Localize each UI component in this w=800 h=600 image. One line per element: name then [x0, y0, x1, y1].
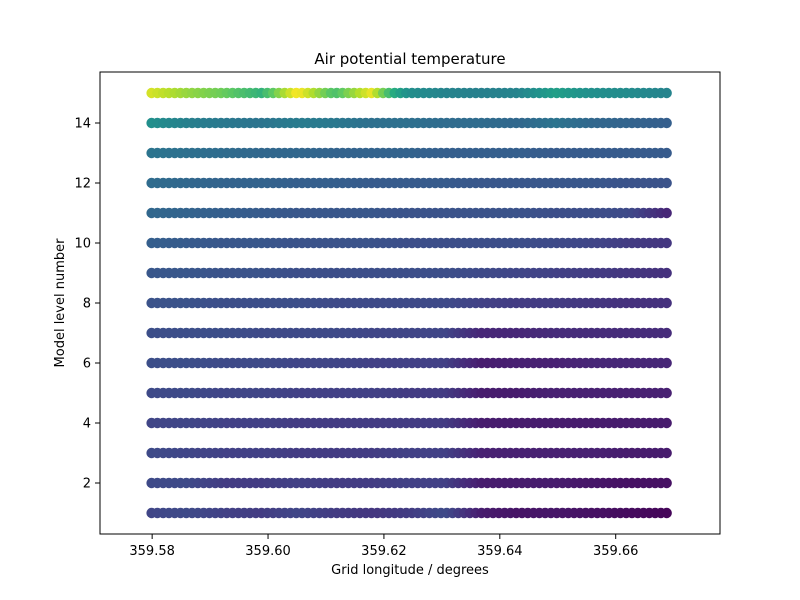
data-point — [661, 237, 672, 249]
x-tick-label: 359.64 — [477, 544, 523, 559]
y-tick-label: 4 — [83, 417, 91, 432]
data-point — [661, 87, 672, 99]
y-axis-label: Model level number — [53, 238, 68, 368]
data-point — [661, 417, 672, 429]
data-point — [661, 177, 672, 189]
x-axis-ticks: 359.58 359.60 359.62 359.64 359.66 — [129, 534, 638, 559]
data-point — [661, 297, 672, 309]
data-point — [661, 387, 672, 399]
data-point — [661, 477, 672, 489]
data-point — [661, 327, 672, 339]
x-axis-label: Grid longitude / degrees — [331, 563, 489, 578]
x-tick-label: 359.66 — [593, 544, 639, 559]
y-tick-label: 8 — [83, 297, 91, 312]
y-tick-label: 14 — [74, 117, 91, 132]
y-tick-label: 6 — [83, 357, 91, 372]
data-point — [661, 207, 672, 219]
data-point — [661, 117, 672, 129]
y-tick-label: 10 — [74, 237, 91, 252]
x-tick-label: 359.62 — [361, 544, 407, 559]
data-points — [146, 87, 672, 519]
y-axis-ticks: 2 4 6 8 10 12 14 — [74, 117, 100, 492]
x-tick-label: 359.60 — [245, 544, 291, 559]
y-tick-label: 2 — [83, 477, 91, 492]
chart-title: Air potential temperature — [314, 50, 505, 68]
y-tick-label: 12 — [74, 177, 91, 192]
x-tick-label: 359.58 — [129, 544, 175, 559]
data-point — [661, 267, 672, 279]
data-point — [661, 507, 672, 519]
data-point — [661, 357, 672, 369]
data-point — [661, 447, 672, 459]
data-point — [661, 147, 672, 159]
